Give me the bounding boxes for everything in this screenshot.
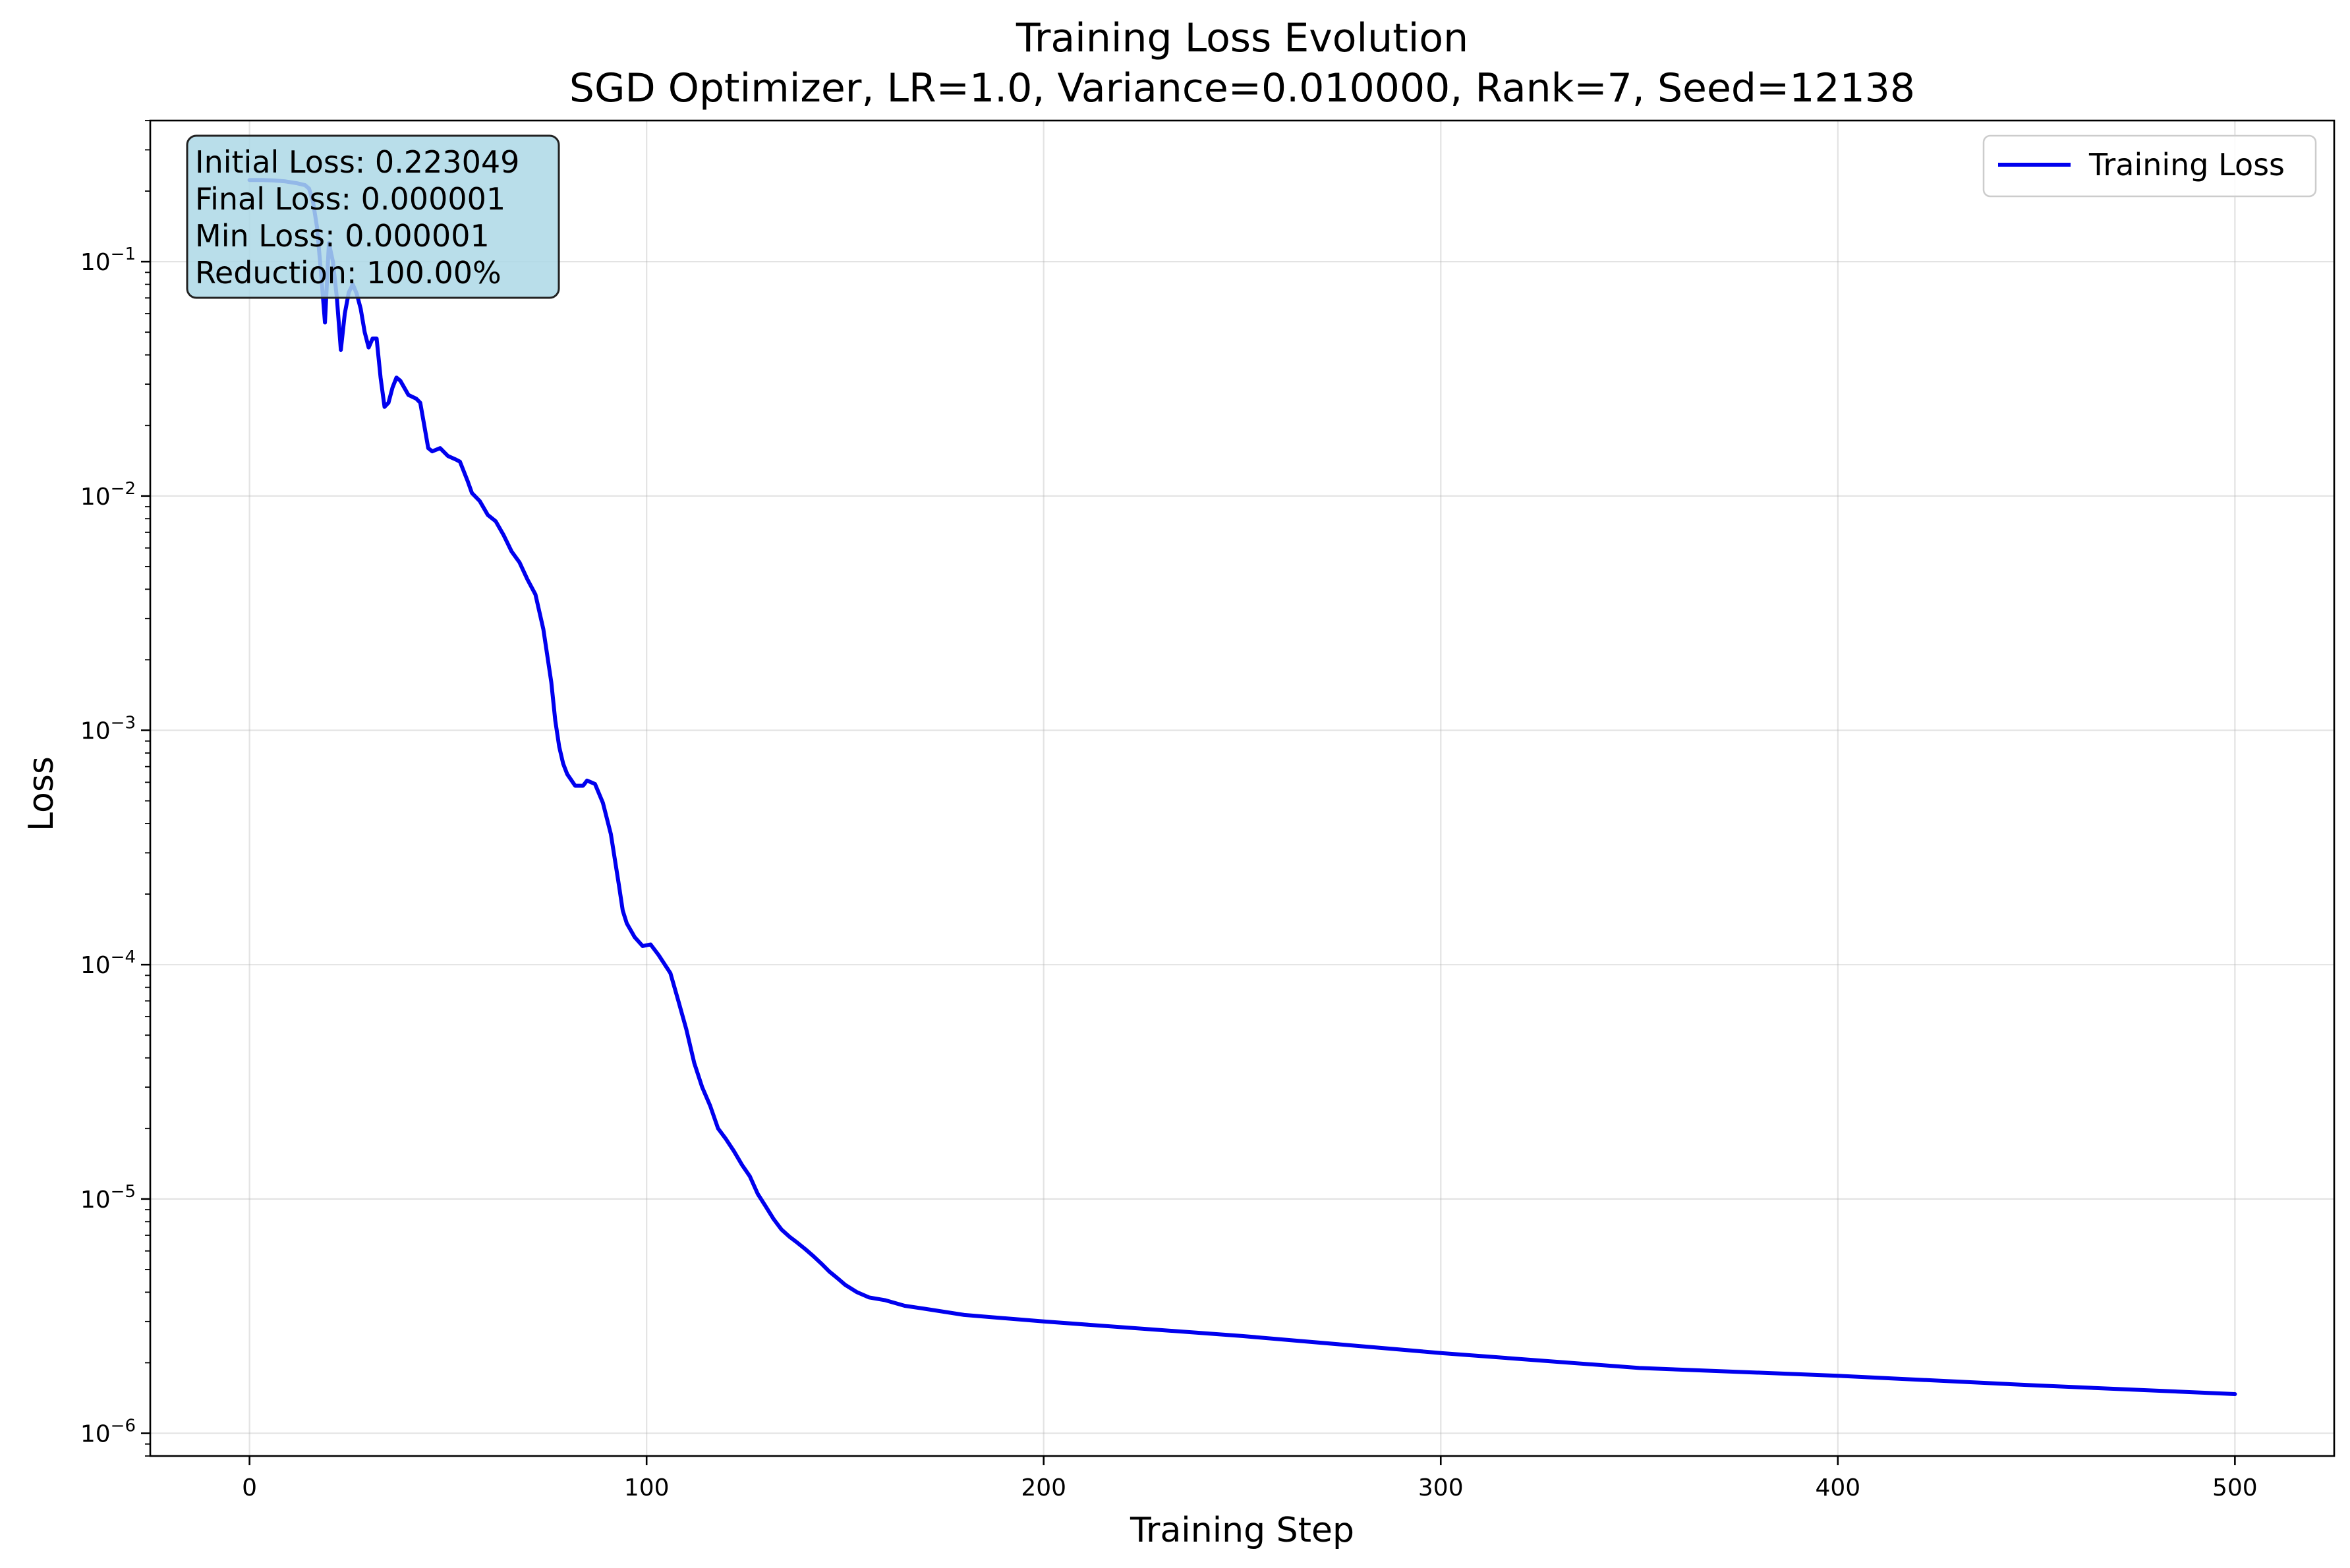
stats-final-loss: Final Loss: 0.000001 [195,181,505,217]
legend: Training Loss [1982,134,2317,198]
y-tick-label: 10−3 [80,713,136,744]
grid [150,121,2334,1456]
x-tick-label: 0 [242,1474,257,1501]
x-tick-label: 200 [1021,1474,1066,1501]
legend-label-training-loss: Training Loss [2088,147,2285,182]
y-axis-label: Loss [22,756,61,831]
plot-frame [149,119,2336,1457]
x-axis-label: Training Step [1130,1511,1354,1550]
chart-subtitle: SGD Optimizer, LR=1.0, Variance=0.010000… [569,65,1915,111]
y-tick-label: 10−5 [80,1182,136,1214]
x-tick-label: 300 [1418,1474,1464,1501]
stats-initial-loss: Initial Loss: 0.223049 [195,144,519,180]
stats-min-loss: Min Loss: 0.000001 [195,218,490,254]
axes: 0 100 200 300 400 500 10−1 10−2 10−3 10−4 10−5 10−6 [80,119,2336,1501]
stats-box-background [186,134,560,299]
chart-title: Training Loss Evolution [1016,15,1468,61]
stats-box: Initial Loss: 0.223049 Final Loss: 0.000… [186,134,560,299]
y-tick-label: 10−4 [80,947,136,979]
x-tick-label: 400 [1815,1474,1860,1501]
stats-reduction: Reduction: 100.00% [195,255,502,291]
y-tick-label: 10−2 [80,479,136,511]
legend-frame [1982,134,2317,198]
x-tick-label: 100 [624,1474,670,1501]
x-tick-label: 500 [2212,1474,2258,1501]
y-tick-label: 10−6 [80,1416,136,1448]
y-tick-label: 10−1 [80,244,136,276]
